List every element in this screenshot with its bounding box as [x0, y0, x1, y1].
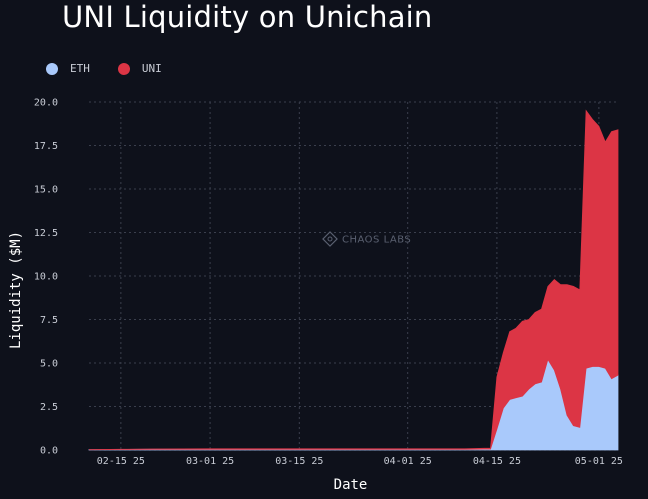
y-tick-label: 15.0 — [34, 185, 58, 196]
x-tick-label: 03-15 25 — [275, 456, 323, 467]
watermark-text: CHAOS LABS — [342, 235, 411, 246]
legend-item-eth[interactable]: ETH — [46, 62, 90, 75]
chaos-labs-logo-dot — [327, 236, 333, 242]
y-tick-label: 10.0 — [34, 272, 58, 283]
x-tick-label: 05-01 25 — [575, 456, 623, 467]
legend-item-uni[interactable]: UNI — [117, 62, 162, 75]
x-tick-label: 04-01 25 — [384, 456, 432, 467]
watermark: CHAOS LABS — [322, 231, 411, 247]
legend-label-eth: ETH — [70, 62, 90, 75]
y-tick-label: 0.0 — [40, 446, 58, 457]
x-tick-label: 04-15 25 — [473, 456, 521, 467]
legend-swatch-eth — [46, 62, 58, 75]
legend-swatch-uni — [117, 62, 130, 75]
chart-title: UNI Liquidity on Unichain — [62, 0, 433, 34]
x-axis-label: Date — [334, 477, 368, 493]
chaos-labs-logo-icon — [322, 231, 338, 247]
legend: ETH UNI — [46, 62, 190, 75]
y-tick-label: 12.5 — [34, 228, 58, 239]
y-axis: 0.0 2.5 5.0 7.5 10.0 12.5 15.0 17.5 20.0 — [34, 98, 58, 457]
x-tick-label: 03-01 25 — [186, 456, 234, 467]
x-axis: 02-15 25 03-01 25 03-15 25 04-01 25 04-15 25… — [97, 456, 623, 467]
y-tick-label: 20.0 — [34, 98, 58, 109]
legend-label-uni: UNI — [141, 62, 162, 75]
area-uni — [88, 109, 619, 451]
y-tick-label: 17.5 — [34, 141, 58, 152]
y-tick-label: 7.5 — [40, 315, 58, 326]
y-axis-label: Liquidity ($M) — [8, 231, 24, 349]
y-tick-label: 5.0 — [40, 359, 58, 370]
area-series — [88, 109, 619, 451]
x-tick-label: 02-15 25 — [97, 456, 145, 467]
y-tick-label: 2.5 — [40, 402, 58, 413]
